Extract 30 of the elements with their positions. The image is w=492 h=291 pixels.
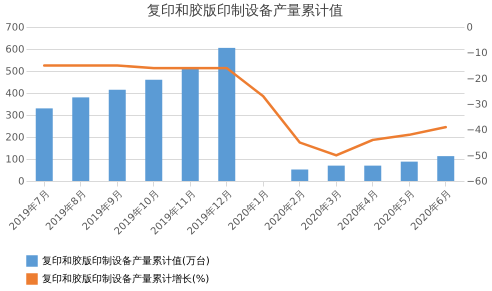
y-tick-label: 0 (18, 176, 24, 188)
bar (328, 166, 345, 181)
bar (364, 166, 382, 181)
line-series (43, 64, 447, 157)
bar (291, 170, 308, 181)
y-tick-label: 500 (5, 66, 24, 78)
y2-tick-label: 0 (466, 22, 473, 34)
chart-title: 复印和胶版印制设备产量累计值 (147, 3, 343, 19)
bar (36, 108, 53, 181)
y2-tick-label: −10 (466, 48, 488, 60)
bar (400, 162, 418, 181)
y2-tick-label: −60 (466, 176, 488, 188)
bar (108, 90, 126, 181)
y-tick-label: 100 (5, 154, 24, 166)
y-tick-label: 300 (5, 110, 24, 122)
y2-tick-label: −30 (466, 100, 488, 110)
y-tick-label: 700 (5, 22, 24, 34)
y-tick-label: 600 (5, 44, 24, 56)
bar (182, 68, 199, 181)
bar (437, 156, 454, 181)
y-tick-label: 400 (5, 88, 24, 100)
bar (145, 80, 162, 181)
y2-tick-label: −20 (466, 74, 488, 85)
legend-label: 复印和胶版印制设备产量累计值(万台) (42, 255, 210, 267)
legend-label: 复印和胶版印制设备产量累计增长(%) (42, 273, 210, 285)
y2-tick-label: −40 (466, 125, 488, 136)
bar (218, 48, 236, 181)
y-tick-label: 200 (5, 132, 24, 144)
bar (72, 97, 90, 181)
y2-tick-label: −50 (466, 150, 488, 162)
